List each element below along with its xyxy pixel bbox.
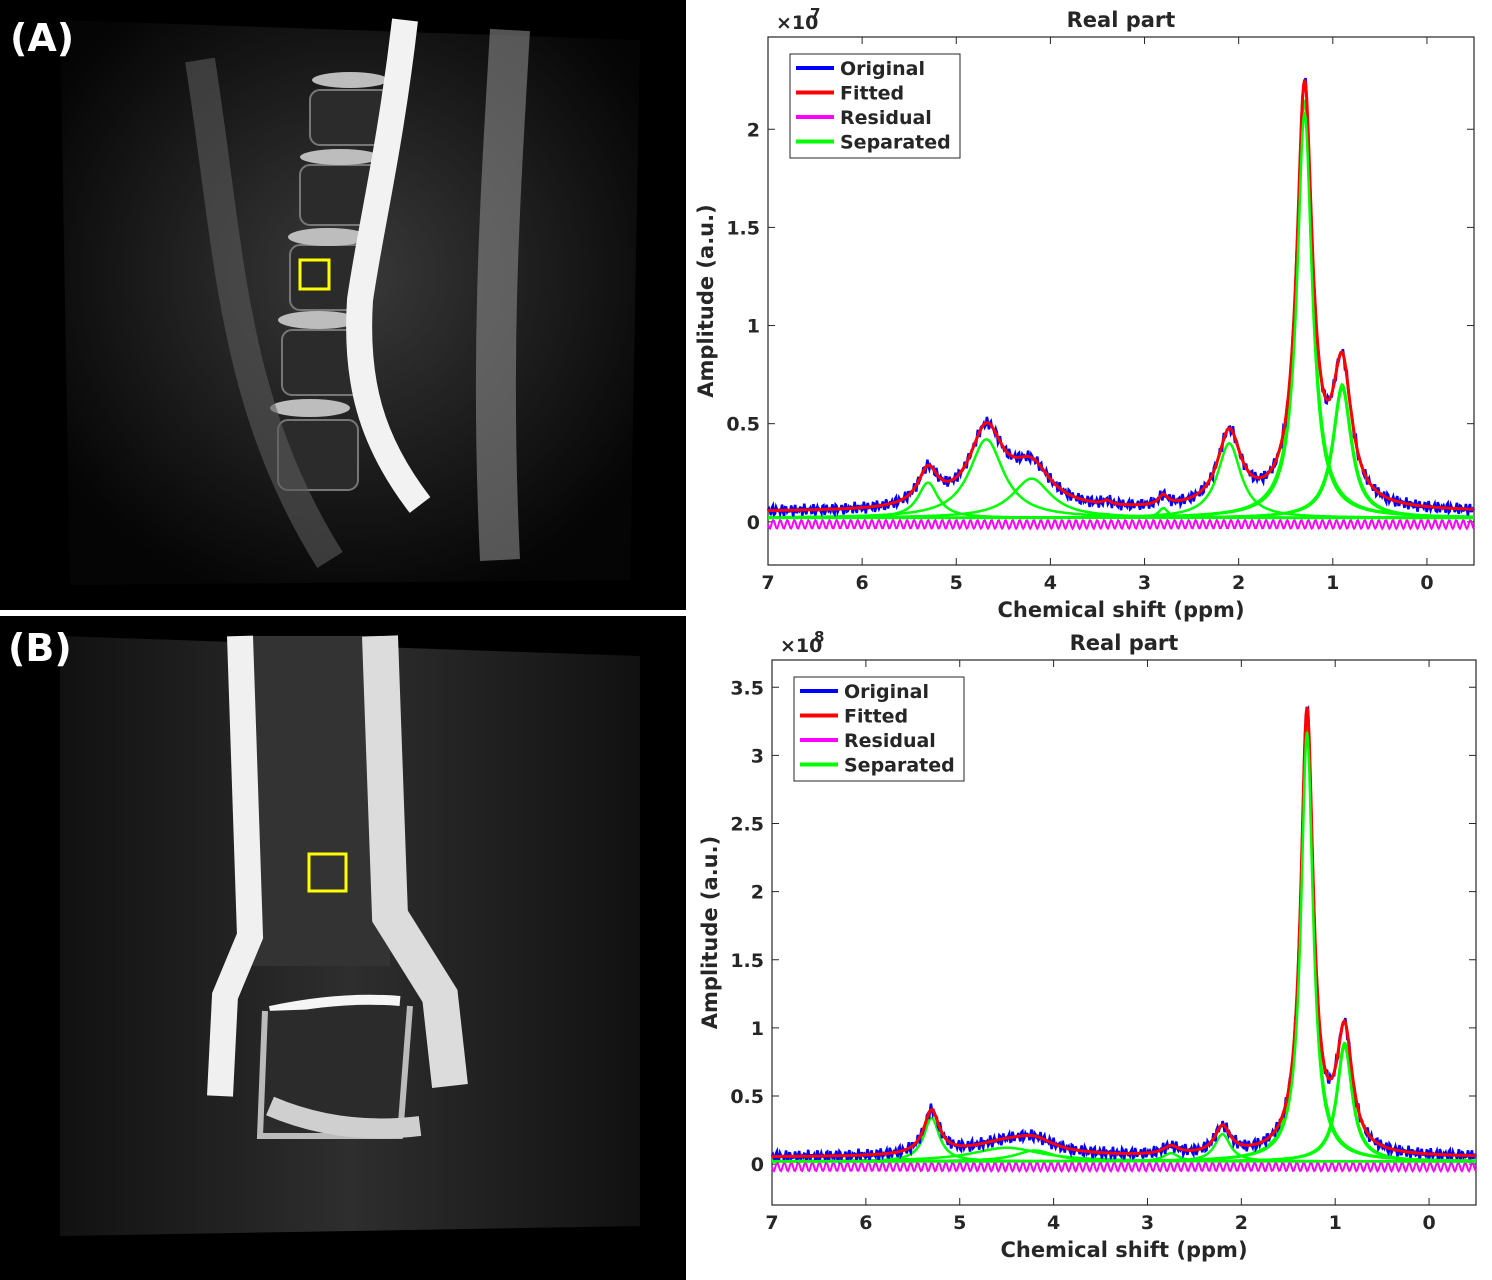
y-tick-label: 0.5 — [726, 414, 760, 436]
panel-label-a: (A) — [10, 16, 75, 60]
y-tick-label: 3 — [751, 745, 764, 767]
x-axis-label: Chemical shift (ppm) — [997, 598, 1244, 622]
x-tick-label: 2 — [1235, 1212, 1248, 1234]
spine-mri-image — [0, 0, 686, 610]
y-tick-label: 2.5 — [730, 814, 764, 836]
fitted-line — [772, 706, 1476, 1158]
residual-line — [767, 518, 1475, 531]
y-tick-label: 1 — [747, 316, 760, 338]
chart-title: Real part — [1067, 8, 1176, 32]
y-tick-label: 1.5 — [726, 217, 760, 239]
x-tick-label: 6 — [856, 572, 869, 594]
chart-title: Real part — [1070, 631, 1179, 655]
panel-label-b: (B) — [8, 626, 72, 670]
y-axis-label: Amplitude (a.u.) — [698, 836, 722, 1029]
y-exponent: ×10 — [776, 12, 818, 34]
x-tick-label: 0 — [1422, 1212, 1435, 1234]
x-tick-label: 6 — [859, 1212, 872, 1234]
roi-box — [307, 852, 348, 893]
x-tick-label: 7 — [765, 1212, 778, 1234]
x-tick-label: 0 — [1420, 572, 1433, 594]
y-tick-label: 2 — [751, 882, 764, 904]
ankle-mri-image — [0, 616, 686, 1280]
x-axis-label: Chemical shift (ppm) — [1000, 1238, 1247, 1262]
residual-line — [771, 1160, 1477, 1174]
y-exponent: ×10 — [780, 635, 822, 657]
x-tick-label: 1 — [1329, 1212, 1342, 1234]
separated-main-6 — [772, 1044, 1476, 1163]
y-tick-label: 0.5 — [730, 1086, 764, 1108]
fitted-line — [768, 79, 1474, 512]
legend-label-original: Original — [840, 58, 925, 80]
roi-box — [298, 258, 331, 291]
x-tick-label: 1 — [1326, 572, 1339, 594]
legend-label-fitted: Fitted — [844, 706, 908, 728]
spectrum-chart-a: 7 6 5 4 3 2 1 0 0 0.5 1 1.5 2 Real part ×10 7 Chemical s… — [694, 0, 1492, 622]
x-tick-label: 5 — [953, 1212, 966, 1234]
y-tick-label: 1 — [751, 1018, 764, 1040]
legend-label-fitted: Fitted — [840, 83, 904, 105]
plot-lines — [766, 77, 1475, 531]
x-tick-label: 3 — [1141, 1212, 1154, 1234]
y-axis-label: Amplitude (a.u.) — [694, 204, 718, 397]
x-tick-label: 3 — [1138, 572, 1151, 594]
y-tick-label: 1.5 — [730, 950, 764, 972]
y-tick-label: 0 — [747, 512, 760, 534]
x-tick-label: 4 — [1044, 572, 1057, 594]
legend-label-separated: Separated — [840, 132, 951, 154]
y-tick-label: 2 — [747, 119, 760, 141]
x-tick-label: 4 — [1047, 1212, 1060, 1234]
legend-label-separated: Separated — [844, 755, 955, 777]
spectrum-chart-b: 7 6 5 4 3 2 1 0 0 0.5 1 1.5 2 2.5 3 3.5 Real part ×10 8 Che… — [698, 620, 1492, 1280]
legend-label-residual: Residual — [844, 730, 936, 752]
separated-main-7 — [768, 387, 1474, 520]
legend-label-original: Original — [844, 681, 929, 703]
y-tick-label: 3.5 — [730, 677, 764, 699]
plot-lines — [770, 705, 1477, 1174]
legend-label-residual: Residual — [840, 107, 932, 129]
x-tick-label: 5 — [950, 572, 963, 594]
x-tick-label: 7 — [761, 572, 774, 594]
y-exponent-power: 8 — [814, 628, 824, 646]
y-exponent-power: 7 — [810, 5, 820, 23]
y-tick-label: 0 — [751, 1154, 764, 1176]
x-tick-label: 2 — [1232, 572, 1245, 594]
